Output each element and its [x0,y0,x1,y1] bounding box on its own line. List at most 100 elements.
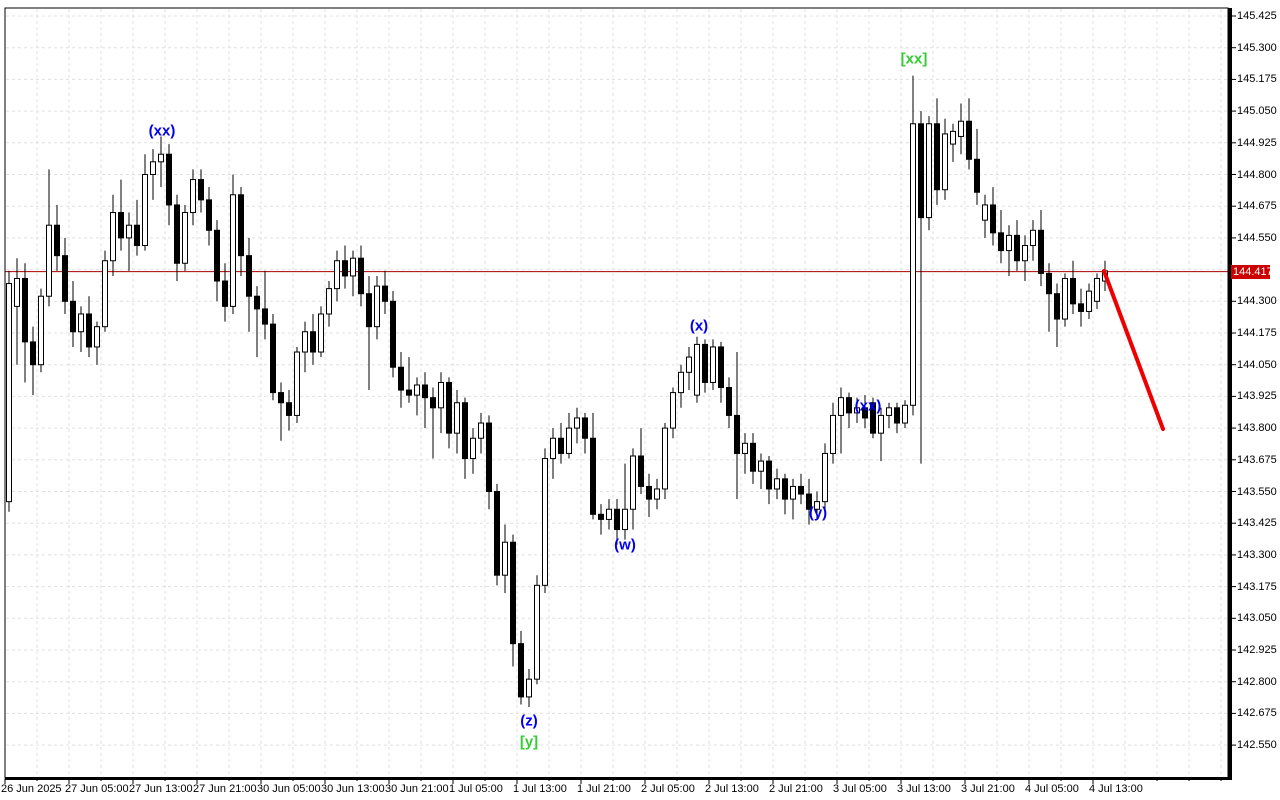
candle-body [94,326,100,348]
candle-body [854,407,860,414]
candle-body [686,356,692,373]
price-axis-label: 142.550 [1237,739,1277,752]
candle-body [702,343,708,383]
candle-body [14,277,20,307]
price-axis-label: 143.550 [1237,485,1277,498]
wave-label[interactable]: (xx) [854,397,882,415]
candle-body [742,442,748,454]
candle-body [638,455,644,487]
candle-body [494,491,500,576]
candle-body [942,133,948,191]
candle-body [86,313,92,348]
candle-body [574,417,580,429]
price-axis-label: 143.675 [1237,453,1277,466]
candle-body [422,384,428,399]
candle-body [918,123,924,219]
candle-body [6,283,12,503]
candle-body [758,460,764,472]
candle-body [230,194,236,307]
price-axis-label: 143.300 [1237,548,1277,561]
candle-body [286,402,292,416]
wave-label[interactable]: (y) [808,504,828,522]
candle-body [830,414,836,454]
candle-body [662,427,668,490]
candle-body [1062,277,1068,320]
candle-body [78,313,84,333]
candle-body [646,485,652,500]
price-axis-label: 143.800 [1237,422,1277,435]
price-axis-label: 143.175 [1237,580,1277,593]
wave-label[interactable]: (w) [614,536,636,554]
candle-body [438,381,444,409]
candle-body [766,460,772,490]
time-axis-label: 26 Jun 2025 [1,783,62,795]
price-axis-label: 144.300 [1237,295,1277,308]
candle-body [878,414,884,434]
candle-body [870,402,876,434]
candle-body [462,402,468,460]
candle-body [382,285,388,302]
candle-body [430,397,436,409]
candle-body [446,381,452,434]
candle-body [454,402,460,434]
candle-body [798,485,804,495]
candle-body [630,455,636,510]
price-axis-label: 144.175 [1237,327,1277,339]
candle-body [70,300,76,333]
candle-body [310,331,316,353]
candle-body [374,285,380,328]
time-axis-label: 30 Jun 05:00 [257,783,321,795]
candle-body [502,541,508,576]
price-axis-label: 144.550 [1237,231,1277,244]
candle-body [334,260,340,290]
candle-body [254,295,260,310]
candle-body [590,437,596,515]
wave-label[interactable]: (xx) [148,122,176,140]
wave-label[interactable]: (z) [520,712,538,730]
candle-body [486,422,492,493]
candle-body [606,508,612,520]
candle-body [158,153,164,163]
price-axis-label: 144.675 [1237,200,1277,213]
candle-body [1054,293,1060,320]
candle-body [926,123,932,219]
candle-body [46,224,52,297]
candle-body [30,341,36,366]
candle-body [350,257,356,277]
candle-body [566,427,572,454]
candle-body [342,260,348,277]
candle-body [214,229,220,282]
candle-body [902,404,908,424]
time-axis-label: 1 Jul 05:00 [449,783,503,795]
time-axis-label: 2 Jul 13:00 [705,783,759,795]
time-axis-label: 3 Jul 21:00 [961,783,1015,795]
current-price-tag[interactable]: 144.417 [1231,264,1273,279]
candle-body [182,212,188,264]
candle-body [390,300,396,368]
time-axis-label: 3 Jul 05:00 [833,783,887,795]
candle-body [670,392,676,429]
wave-label[interactable]: [y] [519,733,539,751]
forecast-trendline[interactable] [1102,269,1165,431]
candle-body [774,478,780,490]
candle-body [222,280,228,307]
candle-body [1038,229,1044,274]
candle-body [838,397,844,416]
time-axis-label: 2 Jul 21:00 [769,783,823,795]
candle-body [598,513,604,520]
candle-body [358,257,364,295]
price-axis-label: 143.050 [1237,612,1277,625]
wave-label[interactable]: [xx] [900,50,928,68]
wave-label[interactable]: (x) [689,317,709,335]
candle-body [822,452,828,503]
price-axis-label: 145.175 [1237,73,1277,86]
time-axis-label: 4 Jul 05:00 [1025,783,1079,795]
candle-body [294,351,300,416]
candle-body [262,308,268,325]
time-axis-label: 4 Jul 13:00 [1089,783,1143,795]
candle-body [406,389,412,396]
candle-body [990,204,996,234]
